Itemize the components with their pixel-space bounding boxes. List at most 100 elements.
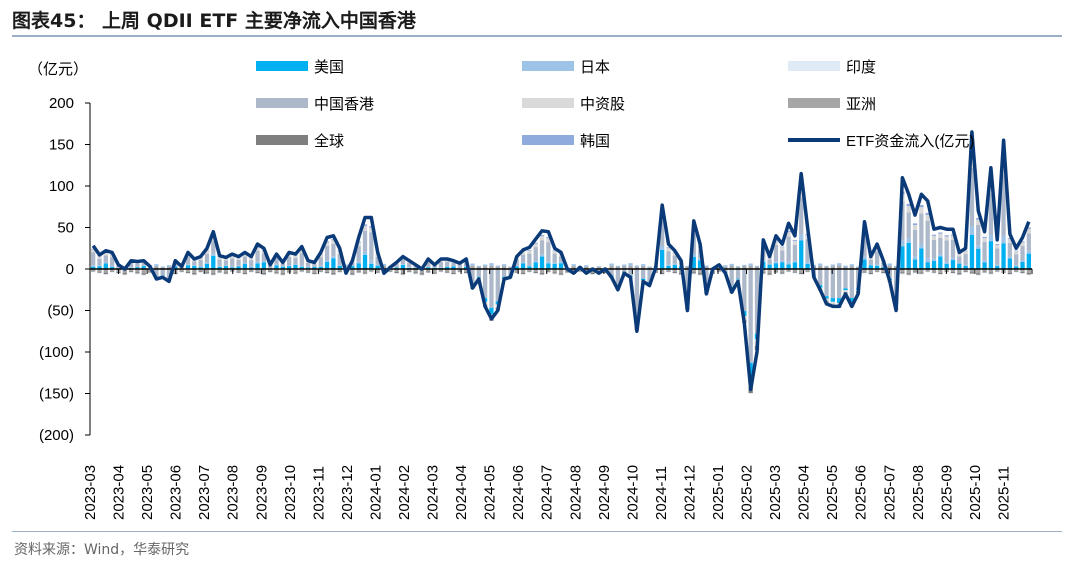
bar-segment (318, 266, 323, 269)
bar-segment (1026, 274, 1031, 276)
bar-segment (230, 255, 235, 259)
bar-segment (1014, 265, 1019, 267)
bar-segment (906, 238, 911, 243)
bar-segment (874, 251, 880, 265)
bar-segment (767, 264, 772, 269)
bar-segment (211, 253, 216, 256)
bar-segment (268, 271, 273, 273)
x-tick-label: 2025-05 (824, 465, 841, 520)
bar-segment (988, 235, 994, 242)
bar-segment (950, 239, 956, 258)
bar-segment (969, 226, 975, 235)
bar-segment (558, 274, 564, 276)
bar-segment (369, 232, 374, 261)
bar-segment (204, 253, 210, 263)
bar-segment (849, 264, 854, 267)
bar-segment (185, 269, 191, 272)
bar-segment (767, 263, 772, 265)
bar-segment (337, 264, 342, 266)
bar-segment (912, 224, 918, 230)
bar-segment (91, 266, 96, 269)
bar-segment (331, 258, 336, 269)
bar-segment (697, 269, 703, 274)
bar-segment (818, 263, 823, 266)
bar-segment (906, 212, 911, 239)
bar-segment (242, 253, 248, 257)
bar-segment (862, 271, 867, 273)
bar-segment (204, 272, 210, 274)
bar-segment (558, 269, 564, 274)
bar-segment (906, 269, 911, 274)
bar-segment (1014, 254, 1019, 266)
bar-segment (1007, 256, 1013, 259)
bar-segment (249, 260, 254, 267)
bar-segment (1001, 235, 1006, 244)
x-tick-label: 2025-11 (995, 466, 1012, 520)
bar-segment (97, 272, 102, 274)
bar-segment (331, 239, 336, 241)
source-rule (12, 531, 1062, 532)
bar-segment (874, 265, 880, 269)
bar-segment (400, 264, 406, 269)
bar-segment (274, 264, 279, 266)
bar-segment (520, 263, 526, 269)
bar-segment (324, 269, 330, 272)
bar-segment (590, 272, 595, 275)
bar-segment (729, 263, 734, 267)
bar-segment (824, 269, 829, 297)
bar-segment (862, 234, 867, 257)
bar-segment (1001, 175, 1006, 236)
bar-segment (799, 272, 804, 275)
bar-segment (546, 263, 551, 269)
bar-segment (527, 253, 532, 266)
bar-segment (312, 269, 317, 273)
bar-segment (900, 273, 905, 275)
bar-segment (274, 257, 279, 265)
bar-segment (988, 241, 994, 269)
bar-segment (868, 264, 873, 266)
bar-segment (419, 269, 425, 274)
bar-segment (369, 227, 374, 233)
bar-segment (438, 261, 444, 268)
bar-segment (211, 273, 216, 275)
bar-segment (128, 272, 134, 273)
y-tick-label: 0 (66, 261, 74, 278)
bar-segment (470, 269, 475, 284)
bar-segment (261, 262, 267, 269)
bar-segment (230, 266, 235, 268)
bar-segment (660, 272, 665, 275)
bar-segment (881, 266, 886, 268)
bar-segment (919, 213, 924, 244)
x-tick-label: 2024-02 (396, 465, 413, 520)
bar-segment (242, 263, 248, 265)
bar-segment (881, 267, 886, 269)
bar-segment (268, 266, 273, 269)
bar-segment (780, 262, 785, 269)
bar-segment (963, 271, 968, 273)
bar-segment (141, 265, 146, 267)
bar-segment (988, 273, 994, 275)
bar-segment (135, 272, 140, 274)
bar-segment (735, 267, 741, 269)
bar-segment (223, 272, 229, 274)
x-tick-label: 2023-12 (339, 465, 356, 520)
bar-segment (476, 269, 481, 277)
bar-segment (331, 272, 336, 275)
bar-segment (716, 270, 722, 272)
bar-segment (1026, 269, 1031, 273)
bar-segment (217, 265, 222, 267)
bar-segment (786, 264, 791, 269)
bar-segment (818, 269, 823, 286)
bar-segment (198, 267, 203, 269)
bar-segment (103, 274, 108, 275)
x-tick-label: 2023-08 (225, 465, 242, 520)
bar-segment (830, 298, 835, 302)
bar-segment (255, 261, 260, 264)
bar-segment (192, 274, 197, 276)
bar-segment (388, 269, 393, 271)
bar-segment (552, 253, 557, 263)
bar-segment (432, 269, 437, 273)
bar-segment (963, 269, 968, 272)
bar-segment (584, 266, 589, 269)
bar-segment (1020, 269, 1025, 272)
